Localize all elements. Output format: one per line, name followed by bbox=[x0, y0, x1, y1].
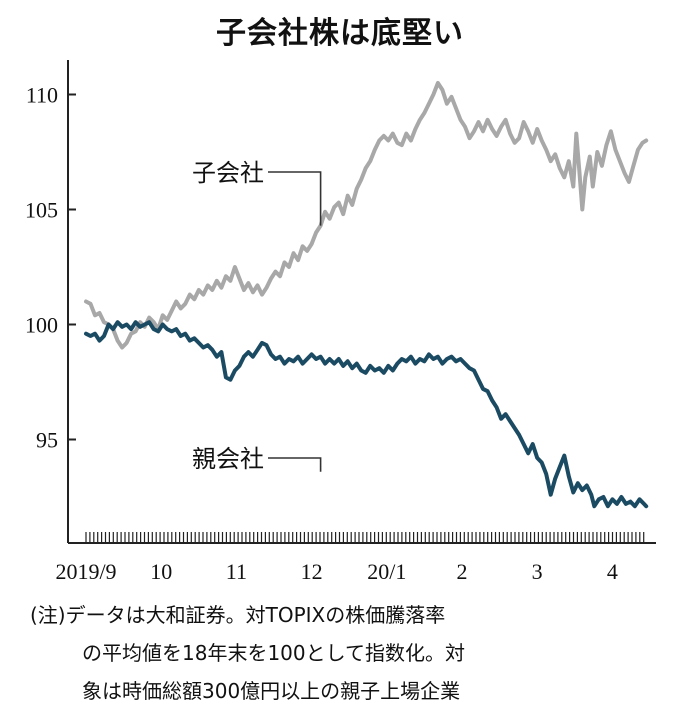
x-tick-label: 2019/9 bbox=[55, 559, 116, 584]
footnote-line-1: (注)データは大和証券。対TOPIXの株価騰落率 bbox=[30, 603, 446, 627]
series-line-subsidiary bbox=[84, 81, 649, 350]
x-tick-label: 11 bbox=[226, 559, 247, 584]
series-label: 親会社 bbox=[192, 445, 264, 473]
series-label: 子会社 bbox=[192, 159, 264, 187]
footnote: (注)データは大和証券。対TOPIXの株価騰落率 の平均値を18年末を100とし… bbox=[30, 596, 670, 710]
chart-title: 子会社株は底堅い bbox=[216, 16, 464, 51]
x-tick-label: 3 bbox=[532, 559, 543, 584]
x-tick-label: 4 bbox=[607, 559, 618, 584]
y-tick-label: 105 bbox=[25, 198, 58, 223]
series-line-parent bbox=[84, 320, 649, 509]
x-tick-label: 12 bbox=[301, 559, 323, 584]
leader-line bbox=[268, 457, 322, 472]
footnote-line-3: 象は時価総額300億円以上の親子上場企業 bbox=[82, 679, 461, 703]
x-tick-label: 2 bbox=[456, 559, 467, 584]
y-tick-label: 100 bbox=[25, 313, 58, 338]
leader-line bbox=[268, 171, 322, 226]
y-tick-label: 110 bbox=[26, 83, 58, 108]
x-tick-label: 10 bbox=[150, 559, 172, 584]
y-tick-label: 95 bbox=[36, 428, 58, 453]
x-minor-ticks bbox=[85, 532, 645, 543]
footnote-line-2: の平均値を18年末を100として指数化。対 bbox=[82, 641, 466, 665]
x-tick-label: 20/1 bbox=[367, 559, 406, 584]
